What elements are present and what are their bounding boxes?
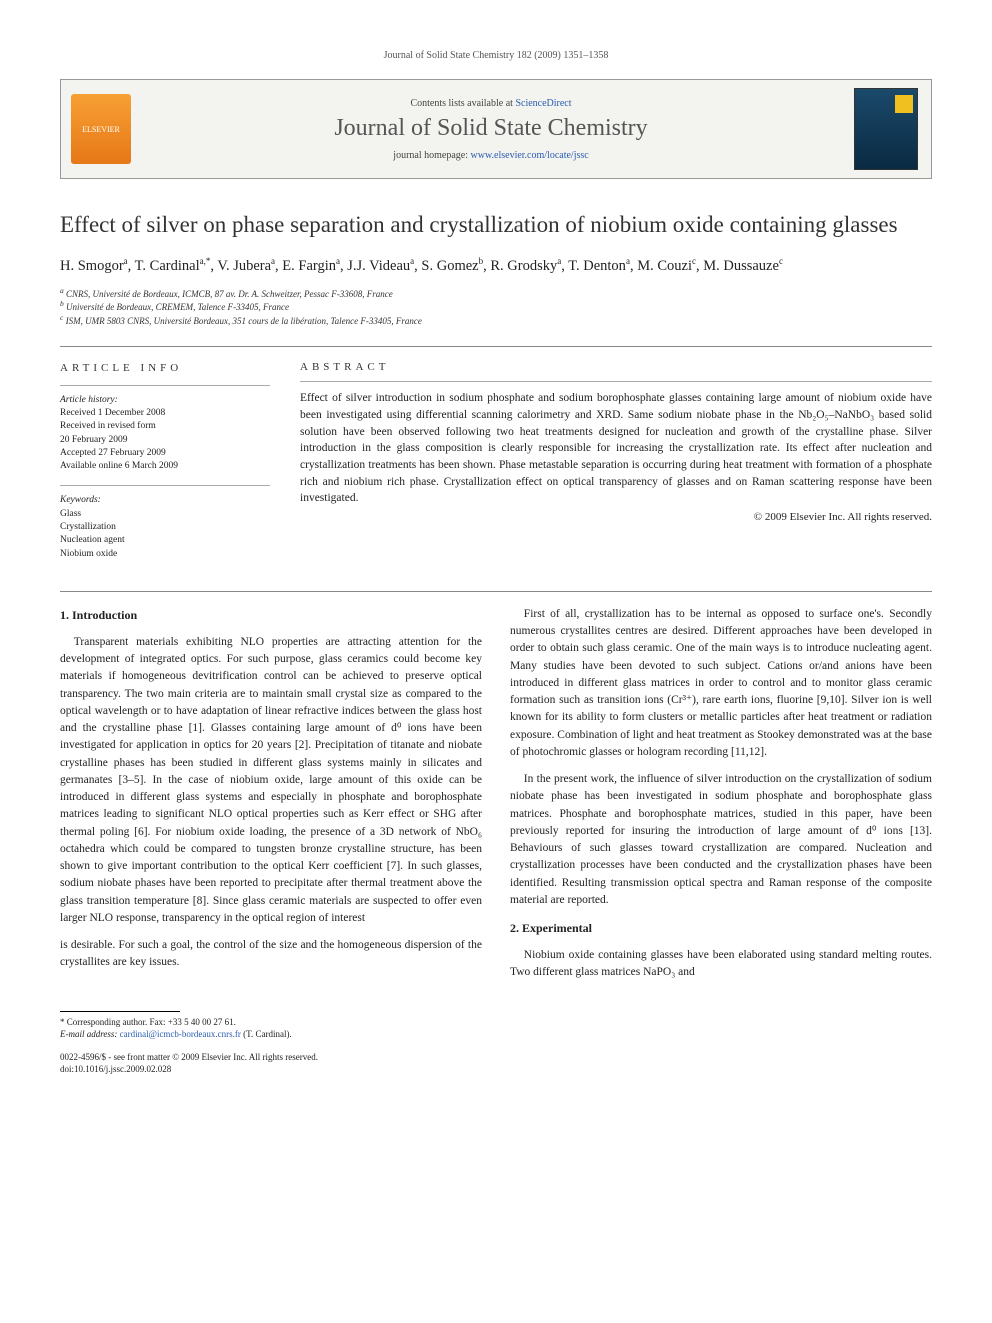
keyword: Glass xyxy=(60,508,270,521)
history-line: Received 1 December 2008 xyxy=(60,407,270,420)
article-info-header: ARTICLE INFO xyxy=(60,361,270,376)
keywords-label: Keywords: xyxy=(60,494,270,507)
section-heading-experimental: 2. Experimental xyxy=(510,919,932,937)
article-info-panel: ARTICLE INFO Article history: Received 1… xyxy=(60,361,270,573)
contents-available: Contents lists available at ScienceDirec… xyxy=(410,98,571,109)
abstract-text: Effect of silver introduction in sodium … xyxy=(300,390,932,507)
elsevier-logo-icon: ELSEVIER xyxy=(71,94,131,164)
homepage-link[interactable]: www.elsevier.com/locate/jssc xyxy=(471,150,589,161)
intro-paragraph: Transparent materials exhibiting NLO pro… xyxy=(60,634,482,927)
sciencedirect-link[interactable]: ScienceDirect xyxy=(515,98,571,109)
email-label: E-mail address: xyxy=(60,1029,117,1039)
abstract-copyright: © 2009 Elsevier Inc. All rights reserved… xyxy=(300,511,932,523)
section-heading-intro: 1. Introduction xyxy=(60,606,482,624)
issn-line: 0022-4596/$ - see front matter © 2009 El… xyxy=(60,1051,932,1064)
divider xyxy=(60,591,932,592)
intro-paragraph: In the present work, the influence of si… xyxy=(510,771,932,909)
history-line: Available online 6 March 2009 xyxy=(60,460,270,473)
publisher-logo-cell: ELSEVIER xyxy=(61,80,141,178)
keywords-block: Keywords: Glass Crystallization Nucleati… xyxy=(60,494,270,560)
corresponding-email: E-mail address: cardinal@icmcb-bordeaux.… xyxy=(60,1028,932,1041)
body-columns: 1. Introduction Transparent materials ex… xyxy=(60,606,932,987)
experimental-paragraph: Niobium oxide containing glasses have be… xyxy=(510,947,932,982)
doi-line: doi:10.1016/j.jssc.2009.02.028 xyxy=(60,1063,932,1076)
email-link[interactable]: cardinal@icmcb-bordeaux.cnrs.fr xyxy=(120,1029,241,1039)
homepage-prefix: journal homepage: xyxy=(393,150,470,161)
intro-paragraph: is desirable. For such a goal, the contr… xyxy=(60,937,482,972)
divider xyxy=(60,385,270,386)
divider xyxy=(60,485,270,486)
journal-cover-icon xyxy=(854,88,918,170)
keyword: Niobium oxide xyxy=(60,548,270,561)
banner-center: Contents lists available at ScienceDirec… xyxy=(141,80,841,178)
affil-a: a CNRS, Université de Bordeaux, ICMCB, 8… xyxy=(60,288,932,302)
cover-thumb-cell xyxy=(841,80,931,178)
divider xyxy=(300,381,932,382)
history-line: 20 February 2009 xyxy=(60,434,270,447)
journal-homepage: journal homepage: www.elsevier.com/locat… xyxy=(393,150,588,161)
author-list: H. Smogora, T. Cardinala,*, V. Juberaa, … xyxy=(60,256,932,278)
affiliations: a CNRS, Université de Bordeaux, ICMCB, 8… xyxy=(60,288,932,329)
divider xyxy=(60,346,932,347)
journal-name: Journal of Solid State Chemistry xyxy=(334,115,647,142)
abstract-panel: ABSTRACT Effect of silver introduction i… xyxy=(300,361,932,573)
footnote-rule xyxy=(60,1011,180,1012)
corresponding-author: * Corresponding author. Fax: +33 5 40 00… xyxy=(60,1016,932,1029)
affil-b: b Université de Bordeaux, CREMEM, Talenc… xyxy=(60,301,932,315)
history-label: Article history: xyxy=(60,394,270,407)
keyword: Nucleation agent xyxy=(60,534,270,547)
running-head: Journal of Solid State Chemistry 182 (20… xyxy=(60,50,932,61)
article-history: Article history: Received 1 December 200… xyxy=(60,394,270,474)
abstract-header: ABSTRACT xyxy=(300,361,932,373)
keyword: Crystallization xyxy=(60,521,270,534)
email-attrib: (T. Cardinal). xyxy=(243,1029,292,1039)
history-line: Received in revised form xyxy=(60,420,270,433)
history-line: Accepted 27 February 2009 xyxy=(60,447,270,460)
footer: * Corresponding author. Fax: +33 5 40 00… xyxy=(60,1011,932,1076)
contents-prefix: Contents lists available at xyxy=(410,98,515,109)
intro-paragraph: First of all, crystallization has to be … xyxy=(510,606,932,761)
affil-c: c ISM, UMR 5803 CNRS, Université Bordeau… xyxy=(60,315,932,329)
journal-banner: ELSEVIER Contents lists available at Sci… xyxy=(60,79,932,179)
article-title: Effect of silver on phase separation and… xyxy=(60,209,932,240)
